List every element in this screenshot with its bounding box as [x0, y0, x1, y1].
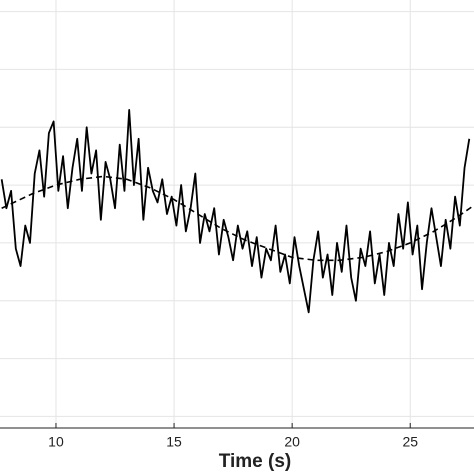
- x-tick-label: 20: [284, 434, 300, 450]
- trend-line: [1, 175, 474, 262]
- x-tick-label: 15: [166, 434, 182, 450]
- signal-line: [0, 108, 471, 314]
- x-axis-label: Time (s): [219, 451, 292, 472]
- x-tick-label: 10: [48, 434, 64, 450]
- x-tick-label: 25: [402, 434, 418, 450]
